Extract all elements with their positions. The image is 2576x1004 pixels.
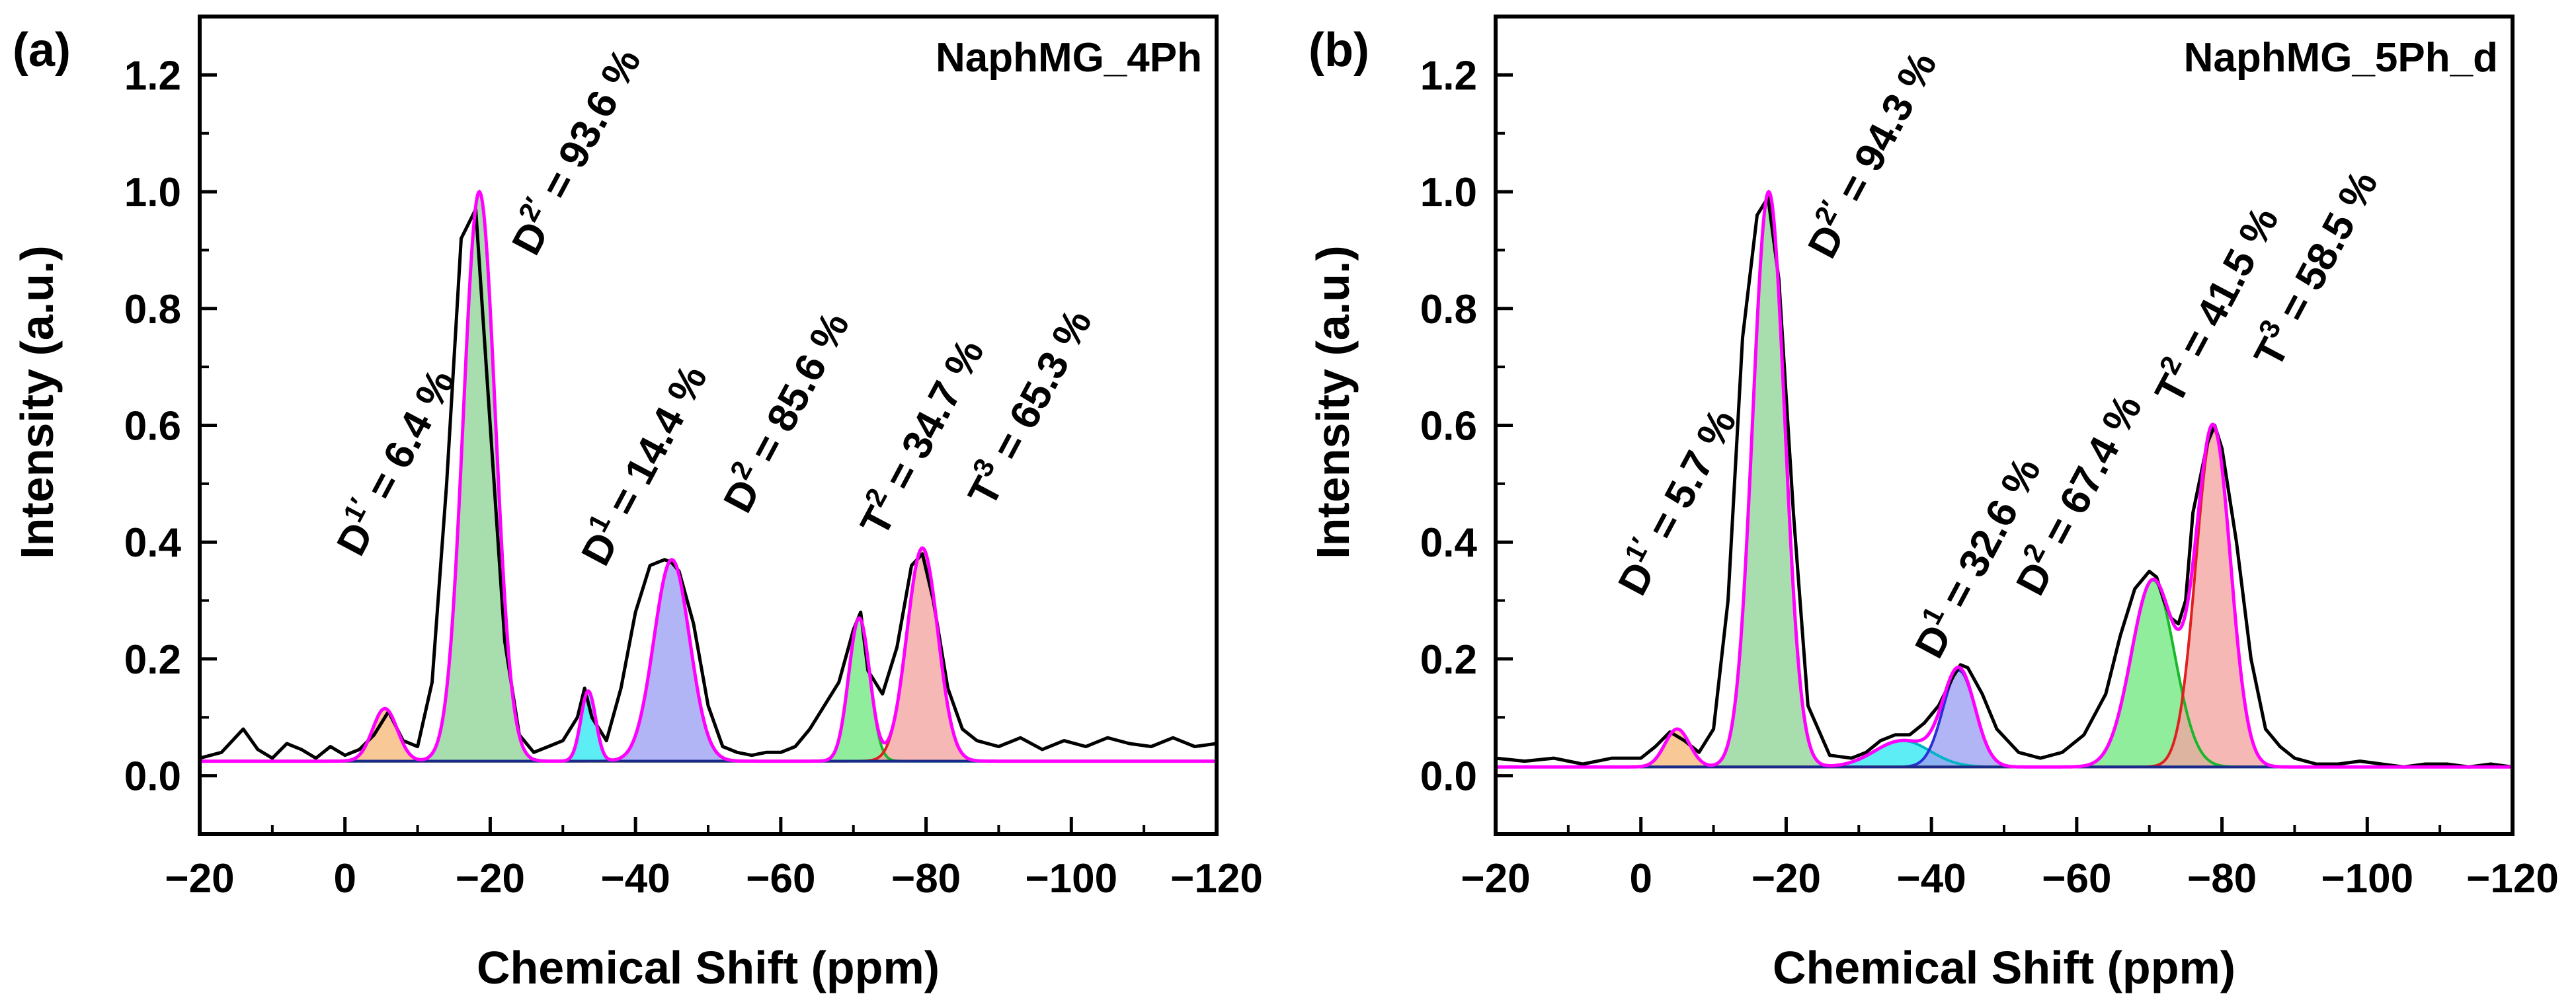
- y-tick-label: 0.4: [1420, 520, 1478, 566]
- x-tick-label: −20: [1751, 856, 1821, 902]
- x-tick-label: −120: [2466, 856, 2559, 902]
- x-tick-label: −60: [2042, 856, 2111, 902]
- x-tick-label: −120: [1170, 856, 1263, 902]
- y-tick-label: 0.6: [1420, 404, 1477, 449]
- panel-label: (a): [13, 24, 71, 77]
- experimental-spectrum: [200, 208, 1217, 760]
- x-tick-label: −80: [891, 856, 961, 902]
- x-tick-label: −60: [746, 856, 815, 902]
- y-tick-label: 1.2: [1420, 53, 1477, 98]
- component-fill-d1: [1706, 740, 2099, 767]
- component-line-t3: [200, 546, 1217, 763]
- peak-annotation: D2 = 85.6 %: [709, 302, 858, 520]
- x-axis-label: Chemical Shift (ppm): [1773, 942, 2235, 993]
- chart-panel-b: −20 0 −20 −40 −60 −80 −100 −120 0.0 0.2 0.4 0.6 0.8 1…: [1307, 15, 2559, 993]
- component-fill-d2p: [1655, 192, 1882, 767]
- x-tick-label: −20: [456, 856, 525, 902]
- y-tick-label: 0.0: [124, 754, 181, 800]
- plot-area: [200, 189, 1217, 763]
- x-tick-label: −100: [2321, 856, 2413, 902]
- component-fill-d1p: [1590, 729, 1765, 767]
- component-fill-d2p: [366, 192, 593, 761]
- x-tick-label: −100: [1025, 856, 1117, 902]
- component-fill-t3: [813, 548, 1031, 761]
- y-axis-label: Intensity (a.u.): [1307, 245, 1359, 559]
- peak-annotation: D1′ = 5.7 %: [1604, 399, 1745, 603]
- cumulative-fit: [1496, 189, 2513, 769]
- y-tick-label: 0.2: [124, 637, 181, 683]
- x-axis-label: Chemical Shift (ppm): [477, 942, 940, 993]
- y-tick-label: 0.8: [1420, 287, 1477, 332]
- axes-frame: [1494, 15, 2515, 836]
- y-tick-label: 0.4: [124, 520, 182, 566]
- x-tick-label: −20: [165, 856, 234, 902]
- component-fill-t2: [2000, 580, 2306, 767]
- peak-annotation: D2′ = 93.6 %: [498, 38, 649, 262]
- component-line-d2p: [200, 190, 1217, 763]
- peak-annotation: D2′ = 94.3 %: [1794, 42, 1945, 266]
- x-tick-label: −80: [2187, 856, 2257, 902]
- component-fill-d1: [536, 691, 641, 761]
- y-tick-label: 0.2: [1420, 637, 1477, 683]
- plot-area: [1496, 189, 2513, 769]
- peak-annotation: T3 = 65.3 %: [954, 299, 1100, 514]
- component-fill-t3: [2091, 428, 2335, 767]
- component-fill-d2: [545, 559, 799, 761]
- x-tick-label: −40: [601, 856, 670, 902]
- axes-frame: [198, 15, 1219, 836]
- panel-label: (b): [1308, 24, 1369, 77]
- component-fill-d2: [1845, 670, 2073, 767]
- x-tick-label: −40: [1897, 856, 1966, 902]
- x-tick-label: 0: [333, 856, 356, 902]
- y-tick-label: 0.0: [1420, 754, 1477, 800]
- x-tick-label: −20: [1461, 856, 1530, 902]
- y-tick-label: 1.0: [1420, 170, 1477, 215]
- peak-annotation: T2 = 41.5 %: [2141, 197, 2287, 411]
- y-tick-label: 1.0: [124, 170, 181, 215]
- y-tick-label: 0.6: [124, 404, 181, 449]
- cumulative-fit: [200, 189, 1217, 763]
- peak-annotation: T2 = 34.7 %: [846, 329, 992, 543]
- y-tick-label: 1.2: [124, 53, 181, 98]
- x-tick-label: 0: [1629, 856, 1652, 902]
- y-tick-label: 0.8: [124, 287, 181, 332]
- experimental-spectrum: [1496, 196, 2513, 769]
- y-axis-label: Intensity (a.u.): [11, 245, 63, 559]
- sample-title: NaphMG_4Ph: [936, 35, 1202, 81]
- chart-panel-a: −20 0 −20 −40 −60 −80 −100 −120 0.0 0.2 0.4 0.6 0.8 1…: [11, 15, 1263, 993]
- component-fill-d1p: [298, 709, 472, 761]
- sample-title: NaphMG_5Ph_d: [2184, 35, 2498, 81]
- peak-annotation: D1 = 14.4 %: [567, 355, 716, 573]
- component-fill-t2: [785, 618, 934, 761]
